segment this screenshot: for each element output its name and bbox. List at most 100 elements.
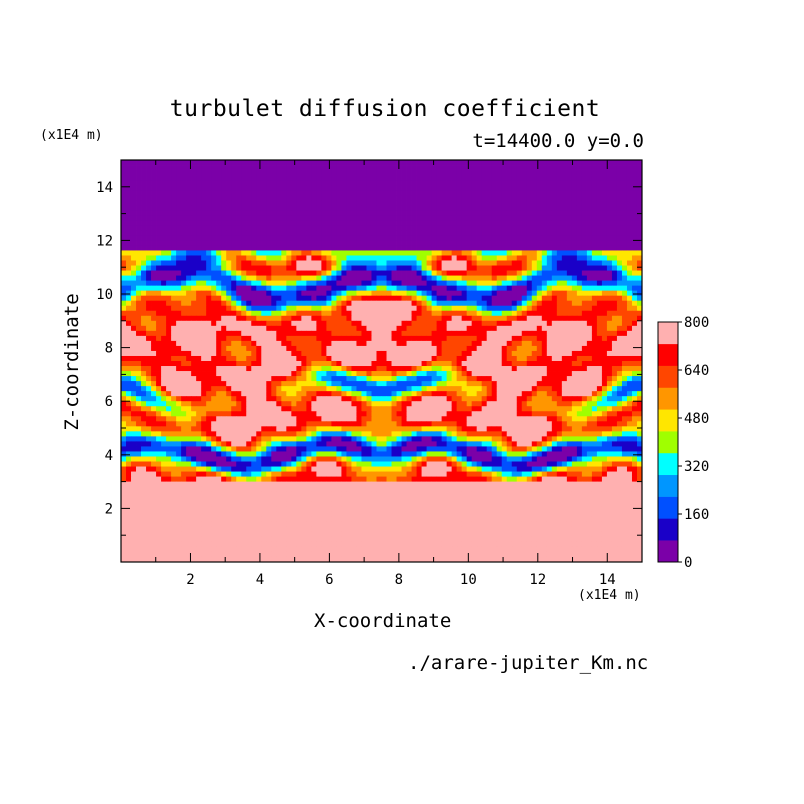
heatmap-cell — [631, 270, 638, 276]
heatmap-cell — [571, 345, 578, 352]
heatmap-cell — [451, 190, 458, 196]
heatmap-cell — [371, 371, 377, 377]
heatmap-cell — [636, 391, 643, 397]
heatmap-cell — [476, 225, 483, 231]
heatmap-cell — [431, 391, 438, 397]
heatmap-cell — [266, 160, 272, 166]
heatmap-cell — [621, 315, 628, 322]
heatmap-cell — [266, 225, 272, 231]
heatmap-cell — [531, 215, 538, 221]
heatmap-cell — [461, 165, 468, 171]
heatmap-cell — [516, 391, 523, 397]
heatmap-cell — [401, 195, 407, 201]
heatmap-cell — [246, 225, 252, 231]
heatmap-cell — [501, 366, 508, 372]
heatmap-cell — [226, 386, 232, 392]
heatmap-cell — [426, 220, 432, 226]
heatmap-cell — [166, 345, 172, 352]
heatmap-cell — [521, 396, 528, 402]
heatmap-cell — [381, 305, 387, 312]
heatmap-cell — [466, 180, 473, 186]
heatmap-cell — [601, 300, 608, 307]
heatmap-cell — [441, 320, 448, 327]
heatmap-cell — [496, 210, 503, 216]
heatmap-cell — [601, 205, 608, 211]
heatmap-cell — [301, 180, 307, 186]
heatmap-cell — [271, 230, 277, 236]
heatmap-cell — [396, 175, 402, 181]
heatmap-cell — [581, 350, 588, 357]
heatmap-cell — [416, 366, 422, 372]
heatmap-cell — [156, 210, 162, 216]
heatmap-cell — [446, 371, 453, 377]
heatmap-cell — [186, 325, 192, 332]
heatmap-cell — [591, 325, 598, 332]
heatmap-cell — [471, 350, 478, 357]
heatmap-cell — [181, 275, 187, 281]
heatmap-cell — [481, 235, 488, 241]
heatmap-cell — [516, 386, 523, 392]
heatmap-cell — [506, 386, 513, 392]
heatmap-cell — [456, 290, 463, 297]
heatmap-cell — [291, 180, 297, 186]
heatmap-cell — [561, 285, 568, 292]
heatmap-cell — [621, 250, 628, 256]
heatmap-cell — [301, 381, 307, 387]
heatmap-cell — [551, 295, 558, 302]
heatmap-cell — [191, 195, 197, 201]
heatmap-cell — [451, 355, 458, 362]
heatmap-cell — [551, 320, 558, 327]
heatmap-cell — [181, 376, 187, 382]
heatmap-cell — [591, 190, 598, 196]
heatmap-cell — [156, 386, 162, 392]
heatmap-cell — [171, 366, 177, 372]
heatmap-cell — [156, 250, 162, 256]
heatmap-cell — [396, 255, 402, 261]
heatmap-cell — [626, 305, 633, 312]
heatmap-cell — [306, 175, 312, 181]
heatmap-cell — [561, 361, 568, 367]
heatmap-cell — [571, 170, 578, 176]
heatmap-cell — [296, 195, 302, 201]
heatmap-cell — [536, 361, 543, 367]
heatmap-cell — [436, 275, 443, 281]
heatmap-cell — [616, 361, 623, 367]
heatmap-cell — [486, 340, 493, 347]
heatmap-cell — [581, 280, 588, 287]
heatmap-cell — [531, 391, 538, 397]
heatmap-cell — [631, 325, 638, 332]
heatmap-cell — [241, 285, 247, 292]
heatmap-cell — [271, 285, 277, 292]
heatmap-cell — [211, 325, 217, 332]
heatmap-cell — [366, 295, 372, 302]
heatmap-cell — [161, 305, 167, 312]
heatmap-cell — [181, 230, 187, 236]
heatmap-cell — [626, 285, 633, 292]
heatmap-cell — [561, 295, 568, 302]
heatmap-cell — [221, 190, 227, 196]
heatmap-cell — [241, 170, 247, 176]
heatmap-cell — [121, 285, 127, 292]
heatmap-cell — [441, 215, 448, 221]
heatmap-cell — [566, 320, 573, 327]
heatmap-cell — [531, 180, 538, 186]
heatmap-cell — [356, 180, 362, 186]
heatmap-cell — [456, 300, 463, 307]
heatmap-cell — [321, 290, 327, 297]
heatmap-cell — [321, 335, 327, 342]
heatmap-cell — [301, 205, 307, 211]
heatmap-cell — [531, 175, 538, 181]
heatmap-cell — [361, 200, 367, 206]
heatmap-cell — [171, 230, 177, 236]
heatmap-cell — [531, 376, 538, 382]
heatmap-cell — [376, 285, 382, 292]
heatmap-cell — [251, 275, 257, 281]
heatmap-cell — [536, 230, 543, 236]
heatmap-cell — [536, 330, 543, 337]
heatmap-cell — [151, 290, 157, 297]
heatmap-cell — [281, 210, 287, 216]
heatmap-cell — [261, 260, 267, 266]
heatmap-cell — [596, 310, 603, 317]
heatmap-cell — [156, 220, 162, 226]
heatmap-cell — [406, 315, 412, 322]
